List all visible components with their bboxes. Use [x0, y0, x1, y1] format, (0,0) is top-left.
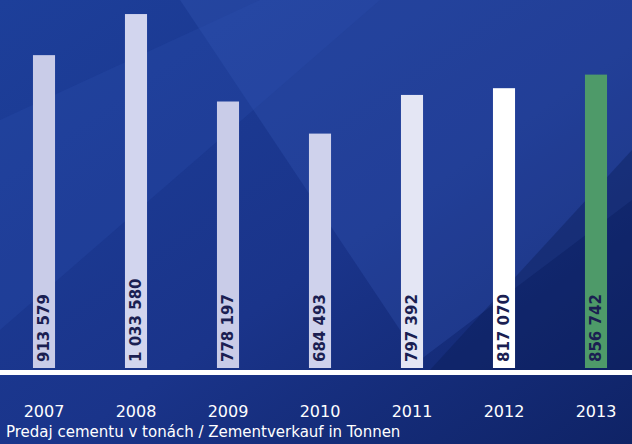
- tick-label: 2012: [484, 402, 525, 421]
- data-label: 684 493: [311, 294, 329, 362]
- tick: 2012: [484, 402, 525, 421]
- bar: [309, 134, 331, 368]
- background-decoration: [0, 0, 632, 370]
- tick-label: 2011: [392, 402, 433, 421]
- tick: 2011: [392, 402, 433, 421]
- bars: [33, 14, 607, 368]
- tick-label: 2009: [208, 402, 249, 421]
- data-label: 1 033 580: [127, 278, 145, 362]
- data-label: 913 579: [35, 294, 53, 362]
- data-label: 797 392: [403, 294, 421, 362]
- tick: 2009: [208, 402, 249, 421]
- axis-line: [0, 370, 632, 375]
- tick: 2010: [300, 402, 341, 421]
- bar: [217, 102, 239, 368]
- tick: 2013: [576, 402, 617, 421]
- bar: [401, 95, 423, 368]
- bar: [585, 75, 607, 368]
- bar: [125, 14, 147, 368]
- x-axis: 2007 2008 2009 2010 2011 2012 2013: [0, 373, 632, 422]
- tick-label: 2013: [576, 402, 617, 421]
- tick-label: 2010: [300, 402, 341, 421]
- bar: [493, 88, 515, 368]
- tick-label: 2008: [116, 402, 157, 421]
- data-labels: 913 579 1 033 580 778 197 684 493 797 392 817…: [35, 278, 605, 362]
- background: [0, 0, 632, 444]
- data-label: 856 742: [587, 294, 605, 362]
- data-label: 778 197: [219, 294, 237, 362]
- data-label: 817 070: [495, 294, 513, 362]
- axis-title: Predaj cementu v tonách / Zementverkauf …: [6, 423, 400, 441]
- bar: [33, 55, 55, 368]
- tick: 2008: [116, 402, 157, 421]
- tick-label: 2007: [24, 402, 65, 421]
- tick: 2007: [24, 402, 65, 421]
